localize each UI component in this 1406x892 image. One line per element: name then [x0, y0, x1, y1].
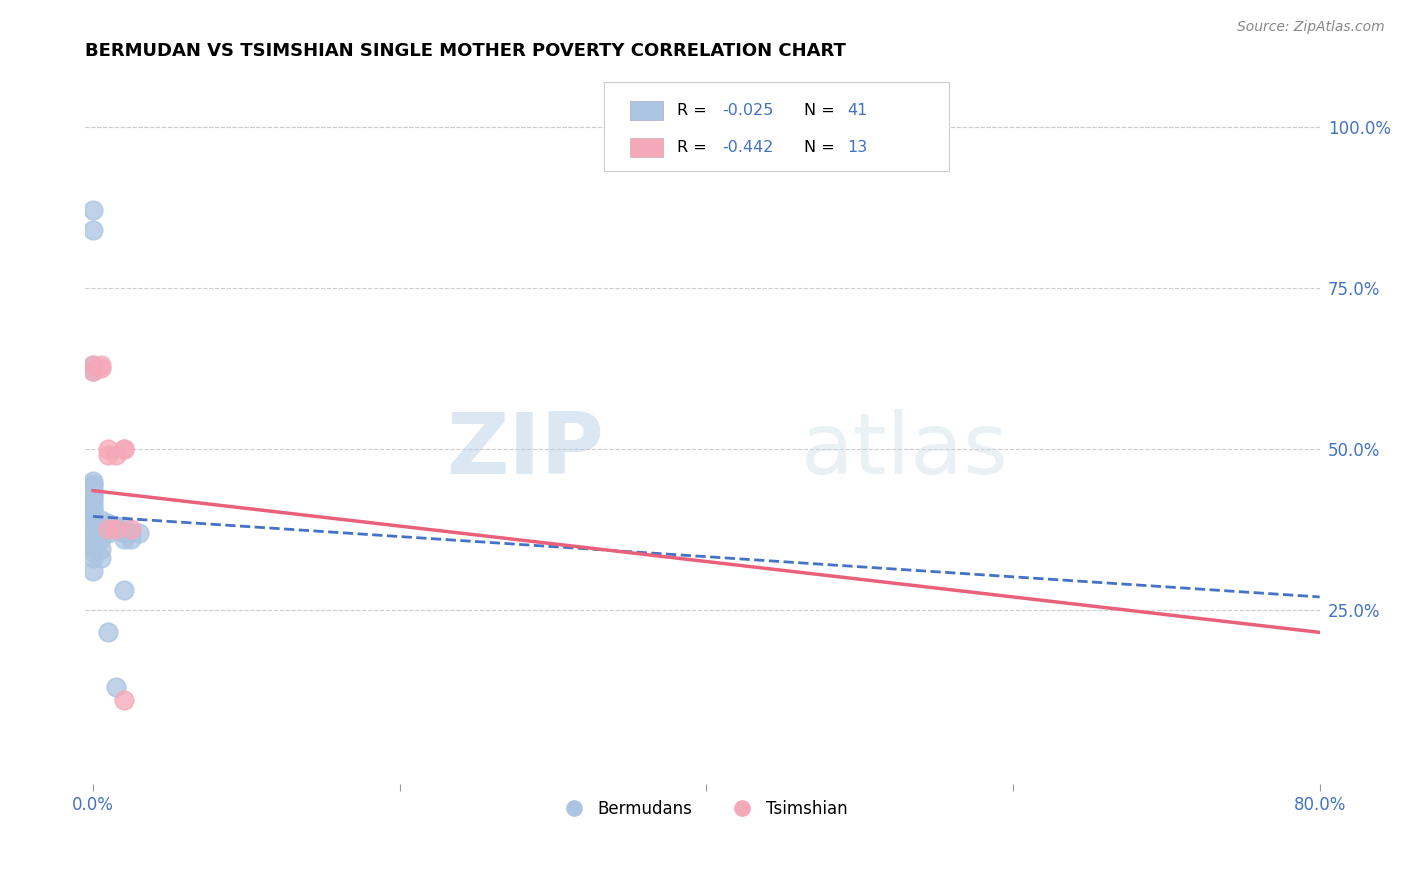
Text: R =: R =	[676, 140, 711, 155]
Point	[112, 442, 135, 456]
Text: -0.442: -0.442	[723, 140, 773, 155]
Point	[82, 532, 104, 546]
Point	[82, 490, 104, 504]
Point	[97, 442, 120, 456]
Point	[82, 525, 104, 540]
Point	[97, 522, 120, 536]
Point	[82, 519, 104, 533]
Point	[82, 474, 104, 488]
Point	[82, 545, 104, 559]
Point	[97, 525, 120, 540]
Text: 41: 41	[846, 103, 868, 118]
Point	[128, 525, 150, 540]
Text: N =: N =	[804, 140, 839, 155]
Point	[82, 358, 104, 372]
Text: N =: N =	[804, 103, 839, 118]
Point	[82, 203, 104, 218]
Text: 13: 13	[846, 140, 868, 155]
Point	[90, 361, 112, 376]
Point	[82, 364, 104, 378]
Point	[90, 513, 112, 527]
Point	[105, 522, 128, 536]
Point	[97, 448, 120, 462]
Point	[105, 522, 128, 536]
Point	[90, 522, 112, 536]
Point	[112, 583, 135, 598]
Point	[82, 538, 104, 552]
Point	[82, 223, 104, 237]
Point	[112, 532, 135, 546]
Point	[90, 532, 112, 546]
Point	[82, 500, 104, 514]
Point	[82, 364, 104, 378]
FancyBboxPatch shape	[603, 82, 949, 171]
Point	[112, 525, 135, 540]
Point	[82, 493, 104, 508]
Point	[82, 513, 104, 527]
Point	[90, 541, 112, 556]
Point	[82, 358, 104, 372]
Point	[105, 680, 128, 694]
Point	[97, 516, 120, 530]
Text: Source: ZipAtlas.com: Source: ZipAtlas.com	[1237, 20, 1385, 34]
Point	[82, 483, 104, 498]
Point	[82, 564, 104, 578]
Point	[82, 509, 104, 524]
Point	[120, 525, 142, 540]
Text: -0.025: -0.025	[723, 103, 773, 118]
Point	[82, 480, 104, 494]
Point	[82, 503, 104, 517]
Text: R =: R =	[676, 103, 711, 118]
Point	[90, 551, 112, 566]
Point	[82, 477, 104, 491]
Text: BERMUDAN VS TSIMSHIAN SINGLE MOTHER POVERTY CORRELATION CHART: BERMUDAN VS TSIMSHIAN SINGLE MOTHER POVE…	[86, 42, 846, 60]
Point	[97, 625, 120, 640]
Point	[120, 522, 142, 536]
Point	[105, 448, 128, 462]
Text: ZIP: ZIP	[446, 409, 603, 492]
FancyBboxPatch shape	[630, 138, 664, 157]
Point	[82, 497, 104, 511]
Point	[112, 519, 135, 533]
Point	[105, 519, 128, 533]
Text: atlas: atlas	[801, 409, 1010, 492]
Point	[120, 532, 142, 546]
Legend: Bermudans, Tsimshian: Bermudans, Tsimshian	[551, 794, 853, 825]
Point	[112, 442, 135, 456]
Point	[112, 693, 135, 707]
FancyBboxPatch shape	[630, 101, 664, 120]
Point	[82, 551, 104, 566]
Point	[82, 487, 104, 501]
Point	[90, 358, 112, 372]
